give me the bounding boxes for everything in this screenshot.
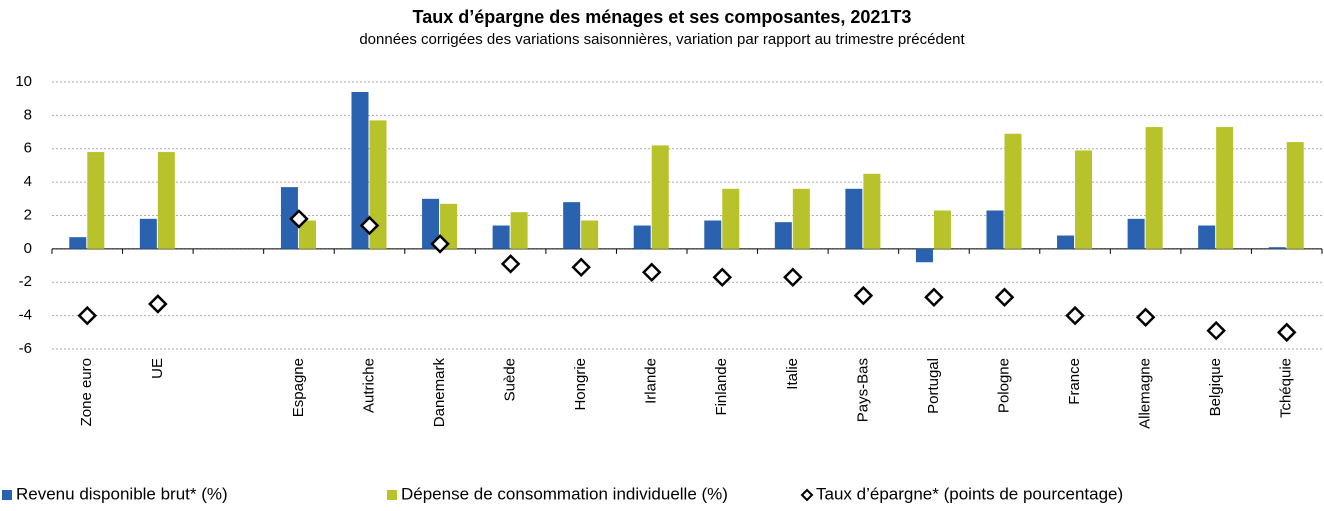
x-tick-label: France bbox=[1066, 358, 1083, 405]
x-tick-label: Tchéquie bbox=[1278, 358, 1295, 418]
point bbox=[1206, 320, 1226, 341]
bar bbox=[69, 237, 87, 249]
bar bbox=[845, 188, 863, 249]
bar bbox=[492, 225, 510, 249]
bar bbox=[633, 225, 651, 249]
x-tick-label: Irlande bbox=[643, 358, 660, 404]
legend-swatch bbox=[2, 490, 12, 500]
chart-title: Taux d’épargne des ménages et ses compos… bbox=[413, 7, 912, 27]
x-tick-label: Portugal bbox=[925, 358, 942, 414]
point bbox=[430, 234, 450, 254]
point bbox=[571, 257, 591, 277]
bar bbox=[651, 145, 669, 249]
x-tick-label: Pologne bbox=[995, 358, 1012, 413]
bar bbox=[1286, 142, 1304, 249]
x-tick-label: UE bbox=[149, 358, 166, 379]
bar bbox=[722, 188, 740, 249]
point bbox=[994, 287, 1015, 308]
x-tick-label: Allemagne bbox=[1137, 358, 1154, 429]
x-tick-label: Danemark bbox=[431, 358, 448, 428]
bar bbox=[1127, 218, 1145, 249]
point bbox=[924, 287, 944, 308]
legend-label: Revenu disponible brut* (%) bbox=[16, 484, 228, 503]
bar bbox=[87, 152, 105, 249]
bar bbox=[1145, 127, 1163, 249]
point bbox=[77, 305, 98, 326]
bar bbox=[298, 220, 316, 249]
legend-swatch bbox=[800, 488, 814, 502]
x-tick-label: Autriche bbox=[360, 358, 377, 413]
point bbox=[500, 254, 521, 274]
bar bbox=[1004, 133, 1022, 249]
y-tick-label: 0 bbox=[24, 240, 32, 257]
bar bbox=[1198, 225, 1216, 249]
point bbox=[853, 285, 874, 306]
point bbox=[712, 267, 733, 288]
bar bbox=[351, 92, 369, 249]
bar bbox=[157, 152, 175, 249]
legend-swatch bbox=[387, 490, 397, 500]
bar bbox=[1057, 235, 1075, 249]
point bbox=[641, 262, 662, 283]
bar bbox=[863, 173, 881, 249]
x-tick-label: Zone euro bbox=[78, 358, 95, 426]
bar bbox=[915, 248, 933, 263]
y-tick-label: 8 bbox=[24, 106, 32, 123]
bar bbox=[792, 188, 810, 249]
bar bbox=[440, 203, 458, 249]
x-tick-label: Hongrie bbox=[572, 358, 589, 411]
y-tick-label: 10 bbox=[15, 73, 32, 90]
point bbox=[783, 267, 803, 288]
bar bbox=[563, 202, 581, 249]
chart-subtitle: données corrigées des variations saisonn… bbox=[359, 31, 965, 48]
y-tick-label: -6 bbox=[19, 340, 32, 357]
bar bbox=[510, 212, 528, 249]
bar bbox=[1268, 247, 1286, 249]
bar bbox=[1216, 127, 1234, 249]
x-tick-label: Italie bbox=[784, 358, 801, 390]
bar bbox=[933, 210, 951, 249]
x-tick-label: Suède bbox=[502, 358, 519, 401]
point bbox=[289, 209, 309, 229]
point bbox=[359, 215, 380, 236]
bar bbox=[139, 218, 157, 249]
bar bbox=[422, 198, 440, 249]
point bbox=[1065, 305, 1085, 326]
x-tick-label: Espagne bbox=[290, 358, 307, 417]
bar bbox=[280, 187, 298, 249]
bar bbox=[369, 120, 387, 249]
y-tick-label: 6 bbox=[24, 140, 32, 157]
legend-label: Dépense de consommation individuelle (%) bbox=[401, 484, 728, 503]
bar bbox=[1075, 150, 1093, 249]
y-tick-label: -2 bbox=[19, 273, 32, 290]
x-tick-label: Belgique bbox=[1207, 358, 1224, 416]
legend-label: Taux d’épargne* (points de pourcentage) bbox=[816, 484, 1123, 503]
y-tick-label: 2 bbox=[24, 206, 32, 223]
bar bbox=[774, 222, 792, 249]
y-tick-label: 4 bbox=[24, 173, 32, 190]
x-tick-label: Pays-Bas bbox=[854, 358, 871, 422]
x-tick-label: Finlande bbox=[713, 358, 730, 416]
point bbox=[148, 294, 168, 314]
point bbox=[1276, 322, 1297, 343]
bar bbox=[704, 220, 722, 249]
bar bbox=[581, 220, 599, 249]
point bbox=[1135, 307, 1156, 328]
bar bbox=[986, 210, 1004, 249]
y-tick-label: -4 bbox=[19, 307, 32, 324]
